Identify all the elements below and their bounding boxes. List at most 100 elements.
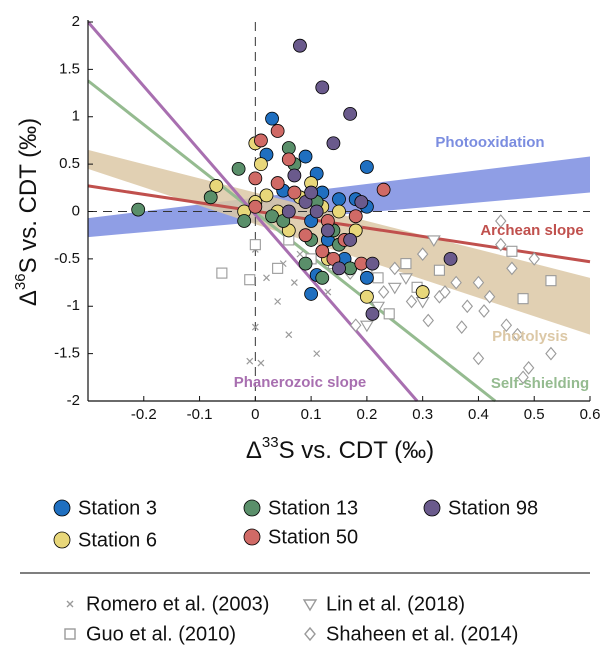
x-label-suffix: S vs. CDT (‰) [279,437,435,464]
legend-marker [304,626,316,642]
data-point [272,262,284,274]
data-point [209,179,224,193]
x-tick-label: 0.5 [524,406,545,423]
data-point [313,350,321,358]
data-point [244,274,256,286]
x-tick-label: -0.1 [187,406,213,423]
legend-item: Station 6 [53,529,157,551]
data-point [405,294,418,309]
data-point [426,235,441,247]
legend-marker [53,531,71,549]
data-point [443,251,458,266]
data-point [298,228,313,243]
data-point [296,250,304,258]
data-point [304,287,319,301]
data-point [254,157,268,172]
x-tick-label: 0.4 [468,406,489,423]
y-tick-label: 1.5 [59,60,80,77]
data-point [274,298,282,305]
legend-label: Station 98 [448,497,538,519]
data-point [326,136,341,151]
y-label-prefix: Δ [15,290,42,306]
data-point [478,304,490,318]
legend-marker [302,599,318,612]
data-point [545,275,557,287]
y-axis-label: Δ36S vs. CDT (‰) [12,118,42,306]
data-point [461,299,474,314]
data-point [131,202,146,217]
data-point [472,275,485,290]
data-point [248,199,263,214]
legend-label: Romero et al. (2003) [86,593,269,615]
legend-marker [64,628,76,640]
data-point [254,133,268,148]
data-point [517,293,529,305]
data-point [495,214,507,228]
data-point [365,306,380,321]
legend-label: Shaheen et al. (2014) [326,623,518,645]
data-point [483,289,496,304]
y-tick-label: -1 [67,297,80,314]
data-point [332,261,346,276]
data-point [365,256,380,271]
data-point [450,275,462,290]
data-point [237,214,252,228]
data-point [372,272,384,284]
data-point [332,192,346,207]
data-point [433,264,445,276]
data-point [231,161,246,176]
legend-item: Shaheen et al. (2014) [304,623,518,645]
data-point [359,160,374,174]
data-point [203,190,218,205]
data-point [246,357,254,365]
y-tick-label: 1 [72,108,80,125]
legend-item: Station 3 [53,497,157,519]
data-point [257,359,265,367]
legend-item: Guo et al. (2010) [64,623,236,645]
legend-item: Station 13 [243,497,358,519]
legend-label: Station 50 [268,526,358,548]
data-point [439,285,451,299]
y-tick-label: 2 [72,13,80,30]
legend-item: Station 98 [423,497,538,519]
data-point [455,320,468,334]
data-point [343,107,358,121]
data-point [285,331,293,339]
data-point [315,80,330,95]
data-point [343,233,358,247]
data-point [216,267,228,279]
data-point [251,323,259,331]
data-point [415,296,430,309]
line-label: Archean slope [480,222,583,239]
data-point [359,289,374,304]
data-point [281,152,296,167]
data-point [270,176,285,190]
data-point [248,171,263,186]
data-point [359,320,374,333]
data-point [287,185,302,200]
legend-marker [243,528,261,546]
data-point [511,327,524,342]
data-point [377,285,390,299]
data-point [287,168,302,183]
legend-item: Lin et al. (2018) [302,593,465,615]
data-point [315,270,330,285]
legend-label: Station 6 [78,529,157,551]
data-point [348,209,363,224]
legend-marker [243,499,261,517]
legend-marker [53,499,71,517]
data-point [376,182,391,197]
data-point [545,346,557,361]
data-point [270,124,285,138]
data-point [415,285,430,299]
data-point [281,204,296,219]
legend-marker [66,600,74,608]
data-point [522,360,535,375]
data-point [359,270,374,285]
data-point [315,244,330,259]
y-label-sup: 36 [12,273,29,290]
data-point [324,288,332,296]
y-tick-label: -2 [67,392,80,409]
data-point [387,282,402,295]
